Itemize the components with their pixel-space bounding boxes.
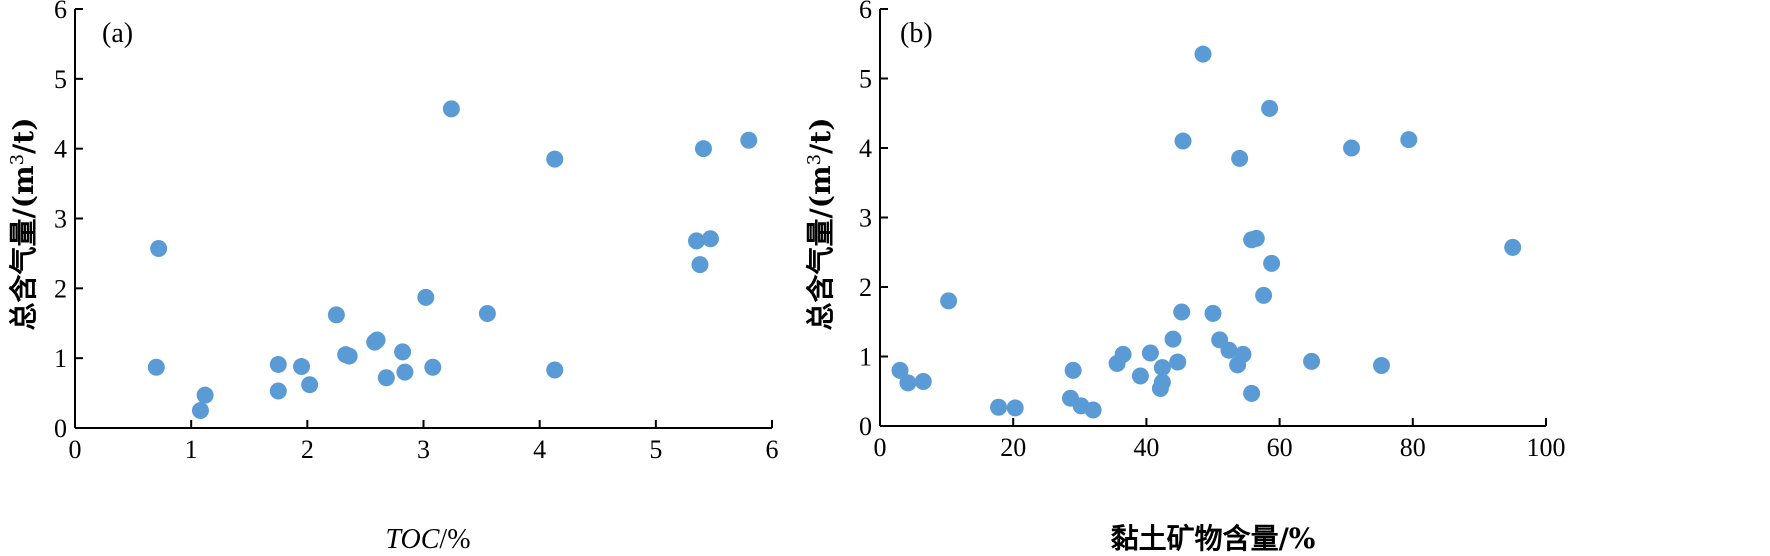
panel-a-data-point: [546, 150, 564, 168]
panel-b-data-point: [1504, 238, 1522, 256]
panel-a-y-tick-label: 5: [54, 65, 67, 94]
panel-a-data-point: [546, 361, 564, 379]
panel-b-data-point: [1303, 352, 1321, 370]
panel-b-data-point: [1263, 254, 1281, 272]
panel-b-data-point: [1131, 367, 1149, 385]
panel-a-xlabel: TOC/%: [385, 524, 470, 555]
panel-b-xlabel: 黏土矿物含量/%: [1111, 522, 1316, 555]
panel-a-x-tick-label: 2: [301, 435, 314, 464]
panel-b-data-point: [891, 361, 909, 379]
panel-b-data-point: [1261, 99, 1279, 117]
panel-a-x-tick-label: 3: [417, 435, 430, 464]
panel-a-x-tick-label: 6: [766, 435, 779, 464]
panel-b-data-point: [1153, 373, 1171, 391]
panel-b-x-tick-label: 20: [1000, 433, 1026, 462]
panel-a-data-point: [478, 304, 496, 322]
panel-b-x-tick-label: 100: [1527, 433, 1566, 462]
panel-a-y-tick-label: 6: [54, 0, 67, 24]
panel-a-y-tick-label: 3: [54, 205, 67, 234]
panel-a-data-point: [701, 230, 719, 248]
panel-a: (a) 总含气量/(m3/t) TOC/% 0 1 2 3 4 5 6 0 1 2 3 4 5 6: [7, 0, 779, 555]
panel-b-points: [891, 45, 1522, 419]
panel-b-data-point: [1231, 149, 1249, 167]
panel-b-data-point: [1220, 341, 1238, 359]
panel-b-data-point: [914, 373, 932, 391]
panel-b-data-point: [1247, 229, 1265, 247]
panel-b-y-tick-label: 6: [859, 0, 872, 24]
panel-b-data-point: [1204, 304, 1222, 322]
panel-a-data-point: [327, 306, 345, 324]
panel-a-data-point: [301, 376, 319, 394]
panel-a-data-point: [191, 402, 209, 420]
panel-b-data-point: [1141, 344, 1159, 362]
panel-a-data-point: [394, 343, 412, 361]
panel-a-x-tick-label: 4: [533, 435, 546, 464]
panel-a-data-point: [293, 358, 311, 376]
panel-a-y-tick-label: 2: [54, 274, 67, 303]
panel-a-data-point: [340, 347, 358, 365]
panel-a-axes: 0 1 2 3 4 5 6 0 1 2 3 4 5 6: [54, 0, 779, 464]
panel-b-x-tick-label: 80: [1400, 433, 1426, 462]
panel-b-y-tick-label: 0: [859, 412, 872, 441]
panel-b-data-point: [990, 398, 1008, 416]
panel-b-data-point: [1006, 399, 1024, 417]
panel-b-data-point: [1153, 359, 1171, 377]
panel-b-data-point: [1064, 361, 1082, 379]
panel-b-data-point: [1194, 45, 1212, 63]
panel-a-ylabel: 总含气量/(m3/t): [7, 118, 40, 331]
panel-b-x-tick-label: 40: [1133, 433, 1159, 462]
panel-b-data-point: [1234, 345, 1252, 363]
panel-b-data-point: [1174, 132, 1192, 150]
panel-b-data-point: [1343, 139, 1361, 157]
panel-a-y-tick-label: 1: [54, 344, 67, 373]
panel-b-data-point: [1243, 384, 1261, 402]
panel-b-y-tick-label: 4: [859, 134, 872, 163]
panel-b-data-point: [1169, 353, 1187, 371]
panel-a-data-point: [269, 355, 287, 373]
panel-a-label: (a): [102, 18, 133, 49]
panel-b-data-point: [1173, 303, 1191, 321]
panel-b-x-tick-label: 0: [874, 433, 887, 462]
panel-a-data-point: [687, 232, 705, 250]
panel-a-data-point: [694, 140, 712, 158]
panel-b-y-tick-label: 5: [859, 65, 872, 94]
panel-a-data-point: [740, 131, 758, 149]
panel-b-data-point: [1084, 401, 1102, 419]
panel-b-data-point: [1164, 330, 1182, 348]
panel-b-data-point: [1255, 286, 1273, 304]
panel-b-x-tick-label: 60: [1267, 433, 1293, 462]
panel-b-data-point: [1372, 357, 1390, 375]
panel-a-x-tick-label: 5: [649, 435, 662, 464]
panel-b-ylabel: 总含气量/(m3/t): [804, 118, 837, 331]
panel-a-data-point: [377, 369, 395, 387]
panel-b-data-point: [899, 374, 917, 392]
panel-b-data-point: [1400, 131, 1418, 149]
panel-a-points: [147, 100, 758, 420]
panel-b-data-point: [940, 292, 958, 310]
panel-a-data-point: [150, 240, 168, 258]
panel-a-x-tick-label: 0: [69, 435, 82, 464]
panel-a-data-point: [147, 358, 165, 376]
panel-b-y-tick-label: 1: [859, 343, 872, 372]
panel-a-data-point: [442, 100, 460, 118]
panel-b-y-tick-label: 3: [859, 204, 872, 233]
panel-a-y-tick-label: 4: [54, 135, 67, 164]
panel-a-x-tick-label: 1: [185, 435, 198, 464]
panel-b-data-point: [1114, 345, 1132, 363]
panel-a-data-point: [396, 363, 414, 381]
panel-b-y-tick-label: 2: [859, 273, 872, 302]
panel-a-y-tick-label: 0: [54, 414, 67, 443]
panel-a-data-point: [691, 256, 709, 274]
panel-a-data-point: [368, 331, 386, 349]
panel-a-data-point: [417, 288, 435, 306]
panel-b-label: (b): [900, 18, 933, 49]
panel-a-data-point: [269, 382, 287, 400]
panel-a-data-point: [196, 386, 214, 404]
panel-a-data-point: [424, 358, 442, 376]
